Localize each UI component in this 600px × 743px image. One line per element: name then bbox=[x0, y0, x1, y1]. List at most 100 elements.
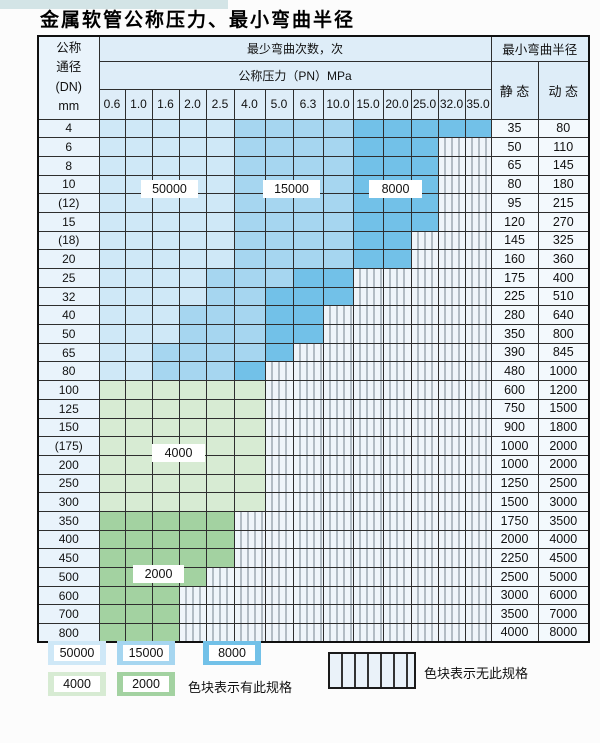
static-radius-cell: 65 bbox=[490, 155, 539, 176]
static-radius-cell: 225 bbox=[490, 286, 539, 307]
no-spec-cell bbox=[410, 398, 439, 419]
spec-cell bbox=[98, 398, 126, 419]
spec-cell bbox=[205, 193, 235, 213]
corner-line-4: mm bbox=[58, 99, 80, 114]
spec-cell bbox=[205, 305, 235, 326]
spec-cell bbox=[322, 230, 354, 251]
spec-cell bbox=[98, 567, 126, 587]
spec-cell bbox=[292, 324, 324, 344]
no-spec-cell bbox=[322, 510, 354, 531]
spec-cell bbox=[178, 342, 207, 363]
spec-cell bbox=[205, 155, 235, 176]
spec-cell bbox=[322, 193, 354, 213]
no-spec-cell bbox=[464, 249, 492, 269]
no-spec-cell bbox=[410, 510, 439, 531]
no-spec-cell bbox=[464, 230, 492, 251]
legend-swatch-label: 50000 bbox=[54, 645, 100, 661]
no-spec-cell bbox=[464, 473, 492, 494]
static-radius-cell: 600 bbox=[490, 380, 539, 400]
spec-cell bbox=[124, 324, 153, 344]
spec-cell bbox=[98, 548, 126, 568]
spec-cell bbox=[233, 249, 266, 269]
no-spec-cell bbox=[264, 548, 294, 568]
no-spec-cell bbox=[437, 529, 466, 550]
spec-cell bbox=[178, 324, 207, 344]
static-radius-cell: 120 bbox=[490, 211, 539, 232]
spec-cell bbox=[178, 380, 207, 400]
no-spec-cell bbox=[382, 473, 412, 494]
spec-cell bbox=[178, 510, 207, 531]
no-spec-cell bbox=[410, 305, 439, 326]
chart-label-8000: 8000 bbox=[369, 180, 422, 198]
dynamic-radius-cell: 2500 bbox=[537, 473, 590, 494]
spec-cell bbox=[151, 510, 180, 531]
table-row: 4 35 80 bbox=[37, 118, 590, 139]
no-spec-cell bbox=[352, 510, 384, 531]
spec-cell bbox=[382, 155, 412, 176]
no-spec-cell bbox=[437, 567, 466, 587]
no-spec-cell bbox=[464, 436, 492, 456]
spec-cell bbox=[98, 604, 126, 625]
spec-cell bbox=[382, 137, 412, 157]
no-spec-cell bbox=[410, 585, 439, 606]
no-spec-cell bbox=[410, 249, 439, 269]
spec-cell bbox=[124, 623, 153, 643]
static-radius-cell: 95 bbox=[490, 193, 539, 213]
no-spec-cell bbox=[352, 286, 384, 307]
no-spec-cell bbox=[352, 585, 384, 606]
table-row: 20 160 360 bbox=[37, 249, 590, 269]
no-spec-cell bbox=[382, 454, 412, 475]
dynamic-radius-cell: 1800 bbox=[537, 417, 590, 438]
spec-cell bbox=[98, 286, 126, 307]
table-row: 350 1750 3500 bbox=[37, 510, 590, 531]
no-spec-cell bbox=[437, 454, 466, 475]
table-row: 500 2500 5000 bbox=[37, 567, 590, 587]
spec-cell bbox=[292, 286, 324, 307]
spec-cell bbox=[264, 118, 294, 139]
dynamic-radius-cell: 510 bbox=[537, 286, 590, 307]
no-spec-cell bbox=[205, 623, 235, 643]
corner-header: 公称 通径 (DN) mm bbox=[37, 35, 100, 120]
no-spec-cell bbox=[410, 342, 439, 363]
table-row: 8 65 145 bbox=[37, 155, 590, 176]
dn-label-cell: 250 bbox=[37, 473, 100, 494]
no-spec-cell bbox=[322, 473, 354, 494]
spec-cell bbox=[264, 305, 294, 326]
spec-cell bbox=[151, 585, 180, 606]
spec-cell bbox=[292, 230, 324, 251]
spec-cell bbox=[151, 211, 180, 232]
spec-cell bbox=[205, 548, 235, 568]
no-spec-cell bbox=[264, 417, 294, 438]
spec-cell bbox=[124, 436, 153, 456]
dynamic-radius-cell: 5000 bbox=[537, 567, 590, 587]
spec-cell bbox=[98, 305, 126, 326]
static-radius-cell: 1000 bbox=[490, 454, 539, 475]
dn-label-cell: 300 bbox=[37, 492, 100, 512]
spec-cell bbox=[233, 324, 266, 344]
static-radius-cell: 2000 bbox=[490, 529, 539, 550]
spec-cell bbox=[151, 473, 180, 494]
no-spec-cell bbox=[464, 585, 492, 606]
legend-swatch-15000: 15000 bbox=[117, 641, 175, 665]
no-spec-cell bbox=[352, 361, 384, 382]
static-radius-cell: 480 bbox=[490, 361, 539, 382]
spec-cell bbox=[98, 268, 126, 288]
spec-cell bbox=[124, 454, 153, 475]
no-spec-cell bbox=[292, 454, 324, 475]
spec-cell bbox=[124, 230, 153, 251]
corner-line-2: 通径 bbox=[56, 60, 82, 75]
table-row: 32 225 510 bbox=[37, 286, 590, 307]
spec-cell bbox=[98, 137, 126, 157]
no-spec-cell bbox=[264, 623, 294, 643]
no-spec-cell bbox=[464, 417, 492, 438]
no-spec-cell bbox=[178, 604, 207, 625]
spec-cell bbox=[178, 155, 207, 176]
no-spec-cell bbox=[322, 604, 354, 625]
dynamic-radius-cell: 4000 bbox=[537, 529, 590, 550]
no-spec-cell bbox=[437, 155, 466, 176]
spec-cell bbox=[410, 155, 439, 176]
dynamic-radius-cell: 4500 bbox=[537, 548, 590, 568]
no-spec-cell bbox=[464, 398, 492, 419]
dn-label-cell: 125 bbox=[37, 398, 100, 419]
